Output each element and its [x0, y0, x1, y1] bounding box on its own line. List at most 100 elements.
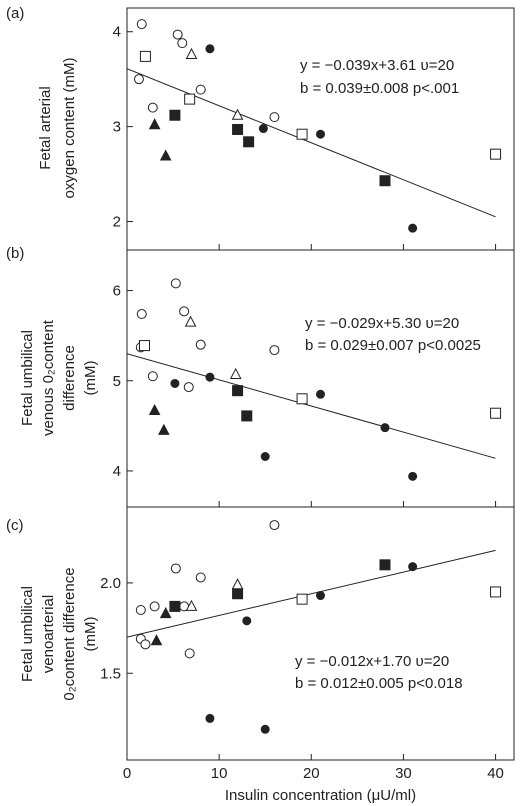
regression-stats: b = 0.039±0.008 p<.001 [300, 80, 459, 97]
point-open-circle [133, 74, 144, 85]
point-open-triangle [229, 367, 242, 379]
point-filled-square [243, 136, 255, 148]
point-filled-circle [170, 378, 180, 388]
panel-a: 2 3 4 (a) Fetal arterial oxygen content (mM) y… [6, 5, 515, 251]
point-filled-square [169, 109, 181, 121]
regression-equation: y = −0.029x+5.30 υ=20 [305, 315, 459, 332]
point-filled-triangle [158, 423, 170, 435]
panel-c: 1.5 2.0 (c) Fetal umbilical venoarterial 0₂co… [6, 506, 515, 761]
y-tick-label: 2.0 [100, 575, 121, 592]
point-filled-circle [205, 44, 215, 54]
point-open-triangle [231, 108, 244, 120]
point-open-circle [184, 648, 195, 659]
point-filled-circle [316, 389, 325, 399]
point-open-circle [136, 309, 147, 320]
regression-line [126, 68, 496, 218]
point-filled-circle [258, 124, 268, 134]
regression-line [126, 353, 496, 459]
point-open-circle [147, 371, 158, 382]
point-open-circle [195, 84, 206, 95]
x-tick-label: 30 [395, 765, 412, 782]
regression-equation: y = −0.039x+3.61 υ=20 [300, 57, 454, 74]
x-tick-label: 20 [303, 765, 320, 782]
y-axis-label-line: venoarterial [40, 595, 57, 673]
point-filled-circle [242, 616, 252, 626]
point-open-circle [136, 19, 147, 30]
point-filled-circle [205, 372, 215, 382]
regression-equation: y = −0.012x+1.70 υ=20 [295, 653, 449, 670]
point-filled-circle [408, 562, 418, 572]
point-filled-triangle [150, 634, 163, 646]
point-filled-square [169, 600, 181, 612]
y-axis-label-line: difference [61, 345, 78, 411]
point-open-square [139, 340, 151, 352]
panel-b: 4 5 6 (b) Fetal umbilical venous 0₂content dif… [6, 245, 515, 508]
point-filled-circle [260, 724, 270, 734]
y-tick-label: 5 [113, 373, 121, 390]
point-filled-square [232, 385, 244, 397]
point-filled-circle [260, 452, 270, 462]
point-open-circle [170, 278, 181, 289]
point-open-circle [179, 306, 190, 317]
y-axis-label-line: Fetal arterial [37, 86, 54, 169]
point-filled-square [241, 410, 253, 422]
point-open-circle [269, 520, 280, 531]
y-tick-label: 6 [113, 283, 121, 300]
y-axis-label-line: venous 0₂content [40, 319, 57, 436]
y-tick-label: 2 [113, 214, 121, 231]
point-filled-circle [408, 471, 418, 481]
point-filled-square [232, 588, 244, 600]
panel-label: (b) [6, 245, 24, 262]
y-tick-label: 4 [113, 463, 121, 480]
x-tick-label: 40 [487, 765, 504, 782]
y-axis-label-line: Fetal umbilical [19, 586, 36, 682]
point-open-triangle [185, 599, 198, 611]
point-open-circle [195, 572, 206, 583]
y-tick-label: 4 [113, 24, 121, 41]
point-filled-circle [408, 223, 418, 233]
point-filled-square [379, 559, 391, 571]
point-open-circle [170, 563, 181, 574]
point-open-triangle [184, 315, 197, 327]
point-open-square [296, 393, 308, 405]
point-open-circle [149, 601, 160, 612]
y-axis-label-line: (mM) [82, 617, 99, 652]
x-tick-label: 0 [123, 765, 131, 782]
y-axis-label-line: 0₂content difference [61, 567, 78, 700]
point-open-circle [269, 112, 280, 123]
x-tick-label: 10 [211, 765, 228, 782]
y-axis-label-line: Fetal umbilical [19, 330, 36, 426]
point-filled-triangle [148, 403, 161, 416]
point-filled-square [232, 123, 244, 135]
point-open-circle [135, 605, 146, 616]
y-axis-label-line: (mM) [82, 361, 99, 396]
regression-stats: b = 0.012±0.005 p<0.018 [295, 675, 463, 692]
point-open-circle [183, 382, 194, 393]
point-open-circle [172, 29, 183, 40]
point-open-square [184, 93, 196, 105]
y-tick-label: 1.5 [100, 665, 121, 682]
point-open-square [296, 593, 308, 605]
point-filled-square [379, 175, 391, 187]
x-axis: 0 10 20 30 40 Insulin concentration (μU/ml) [123, 765, 504, 804]
panel-label: (a) [6, 5, 24, 22]
point-filled-circle [316, 129, 325, 139]
point-open-square [490, 586, 502, 598]
regression-stats: b = 0.029±0.007 p<0.0025 [305, 337, 481, 354]
point-open-circle [269, 345, 280, 356]
point-open-square [490, 407, 502, 419]
point-open-square [490, 148, 502, 160]
regression-line [126, 549, 496, 638]
point-open-circle [140, 639, 151, 650]
point-open-square [139, 50, 151, 62]
point-filled-circle [380, 423, 390, 433]
point-filled-triangle [159, 149, 172, 161]
point-open-circle [195, 339, 206, 350]
point-open-triangle [231, 578, 244, 590]
y-axis-label-line: oxygen content (mM) [61, 58, 78, 199]
point-filled-circle [205, 713, 215, 723]
point-open-circle [147, 102, 158, 113]
panel-label: (c) [6, 517, 24, 534]
point-filled-circle [316, 591, 325, 601]
